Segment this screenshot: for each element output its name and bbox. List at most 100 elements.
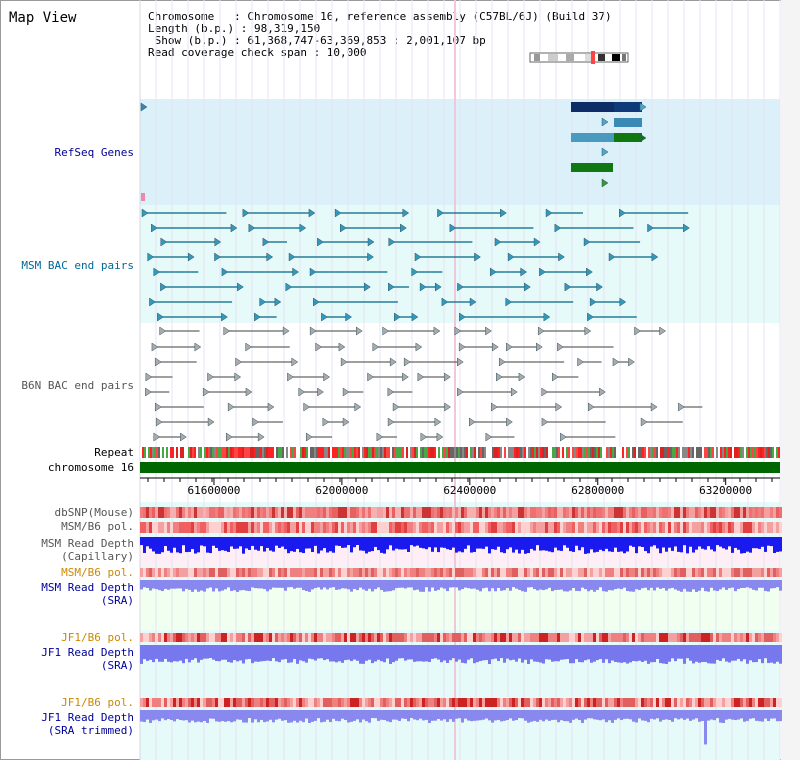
msm-pol2-strip [155, 568, 158, 577]
jf1-pol2-strip [239, 698, 242, 707]
track-label-msm-pol-2[interactable]: MSM/B6 pol. [61, 566, 134, 579]
msm-sra-depth [707, 580, 710, 592]
msm-pol2-strip [272, 568, 275, 577]
msm-pol2-strip [227, 568, 230, 577]
jf1-pol-strip [257, 633, 260, 642]
msm-capillary-depth [317, 537, 320, 554]
dbsnp-strip [497, 507, 500, 518]
msm-pol2-strip [614, 568, 617, 577]
msm-pol-strip [665, 522, 668, 533]
msm-pol-strip [770, 522, 773, 533]
track-label-jf1-depth-sra[interactable]: JF1 Read Depth (SRA) [41, 646, 134, 672]
msm-pol2-strip [167, 568, 170, 577]
msm-sra-depth [455, 580, 458, 588]
msm-pol-strip [197, 522, 200, 533]
repeat-block [382, 447, 384, 458]
msm-pol-strip [512, 522, 515, 533]
msm-capillary-depth [533, 537, 536, 551]
jf1-pol2-strip [743, 698, 746, 707]
jf1-sra-depth [485, 645, 488, 661]
msm-sra-depth [299, 580, 302, 588]
msm-bac-pair-end [539, 267, 546, 277]
msm-pol-strip [329, 522, 332, 533]
dbsnp-strip [164, 507, 167, 518]
jf1-pol-strip [401, 633, 404, 642]
jf1-pol2-strip [296, 698, 299, 707]
track-label-jf1-depth-trimmed[interactable]: JF1 Read Depth (SRA trimmed) [41, 711, 134, 737]
msm-capillary-depth [299, 537, 302, 553]
dbsnp-strip [254, 507, 257, 518]
jf1-sra-depth [641, 645, 644, 662]
jf1-pol-strip [566, 633, 569, 642]
jf1-pol-strip [161, 633, 164, 642]
msm-bac-pair-end [160, 282, 167, 292]
jf1-trimmed-depth [614, 710, 617, 720]
jf1-pol-strip [539, 633, 542, 642]
msm-pol2-strip [626, 568, 629, 577]
msm-pol2-strip [545, 568, 548, 577]
msm-sra-depth [632, 580, 635, 592]
msm-sra-depth [776, 580, 779, 588]
msm-pol2-strip [170, 568, 173, 577]
track-label-jf1-pol[interactable]: JF1/B6 pol. [61, 631, 134, 644]
jf1-pol-strip [425, 633, 428, 642]
jf1-pol-strip [737, 633, 740, 642]
jf1-pol2-strip [704, 698, 707, 707]
jf1-pol-strip [422, 633, 425, 642]
msm-sra-depth [389, 580, 392, 592]
dbsnp-strip [242, 507, 245, 518]
msm-sra-depth [338, 580, 341, 590]
track-label-msm-bac[interactable]: MSM BAC end pairs [21, 259, 134, 272]
jf1-pol2-strip [317, 698, 320, 707]
track-label-dbsnp[interactable]: dbSNP(Mouse) [54, 506, 134, 519]
jf1-pol2-strip [455, 698, 458, 707]
track-label-msm-depth-sra[interactable]: MSM Read Depth (SRA) [41, 581, 134, 607]
track-label-b6n-bac[interactable]: B6N BAC end pairs [21, 379, 134, 392]
msm-pol2-strip [737, 568, 740, 577]
jf1-trimmed-depth [377, 710, 380, 721]
msm-pol-strip [320, 522, 323, 533]
msm-pol-strip [593, 522, 596, 533]
msm-pol-strip [653, 522, 656, 533]
dbsnp-strip [182, 507, 185, 518]
dbsnp-strip [557, 507, 560, 518]
gene-exon [614, 118, 642, 127]
jf1-sra-depth [449, 645, 452, 661]
jf1-pol2-strip [191, 698, 194, 707]
msm-capillary-depth [326, 537, 329, 553]
jf1-pol-strip [752, 633, 755, 642]
jf1-trimmed-depth [497, 710, 500, 720]
jf1-sra-depth [554, 645, 557, 662]
jf1-pol2-strip [512, 698, 515, 707]
jf1-sra-depth [539, 645, 542, 663]
msm-sra-depth [587, 580, 590, 592]
msm-pol2-strip [392, 568, 395, 577]
dbsnp-strip [143, 507, 146, 518]
repeat-block [684, 447, 686, 458]
msm-pol2-strip [707, 568, 710, 577]
jf1-pol-strip [755, 633, 758, 642]
jf1-sra-depth [728, 645, 731, 663]
jf1-sra-depth [332, 645, 335, 662]
msm-capillary-depth [476, 537, 479, 549]
msm-pol-strip [629, 522, 632, 533]
msm-bac-pair-end [543, 312, 551, 322]
msm-sra-depth [290, 580, 293, 588]
track-label-msm-pol[interactable]: MSM/B6 pol. [61, 520, 134, 533]
msm-pol-strip [176, 522, 179, 533]
jf1-trimmed-depth [182, 710, 185, 721]
dbsnp-strip [728, 507, 731, 518]
jf1-trimmed-depth [668, 710, 671, 720]
jf1-pol2-strip [320, 698, 323, 707]
jf1-pol2-strip [188, 698, 191, 707]
repeat-block [524, 447, 526, 458]
track-label-jf1-pol-2[interactable]: JF1/B6 pol. [61, 696, 134, 709]
track-label-refseq[interactable]: RefSeq Genes [54, 146, 134, 159]
msm-pol2-strip [485, 568, 488, 577]
jf1-pol-strip [368, 633, 371, 642]
track-label-msm-depth-capillary[interactable]: MSM Read Depth (Capillary) [41, 537, 134, 563]
jf1-sra-depth [779, 645, 782, 664]
repeat-block [222, 447, 224, 458]
msm-sra-depth [536, 580, 539, 591]
